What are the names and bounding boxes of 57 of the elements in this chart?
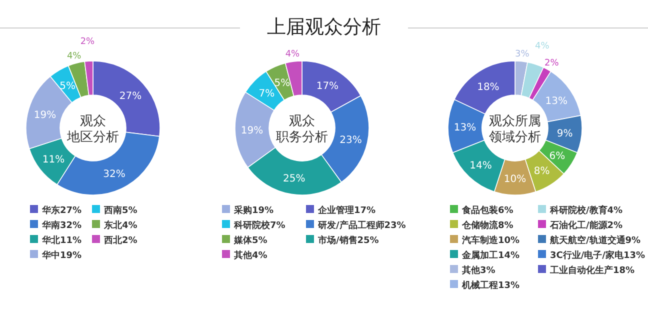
data-label: 10% xyxy=(504,174,526,185)
legend-label: 科研院校/教育4% xyxy=(549,204,623,216)
legend-label: 西南5% xyxy=(103,205,138,216)
legend-label: 研发/产品工程师23% xyxy=(317,220,406,231)
data-label: 7% xyxy=(258,88,275,100)
legend-label: 仓储物流8% xyxy=(461,220,514,231)
text: 观众 xyxy=(289,114,315,129)
legend-label: 企业管理17% xyxy=(317,205,376,216)
legend-label: 其他3% xyxy=(461,265,496,276)
data-label: 23% xyxy=(340,134,362,146)
data-label: 32% xyxy=(103,169,126,180)
legend-label: 机械工程13% xyxy=(461,280,520,291)
text: 地区分析 xyxy=(66,130,119,145)
chart-title: 上届观众分析 xyxy=(267,16,381,38)
legend-label: 食品包装6% xyxy=(461,205,514,216)
legend-label: 石油化工/能源2% xyxy=(549,220,623,231)
data-label: 2% xyxy=(80,37,96,48)
legend-label: 航天航空/轨道交通9% xyxy=(549,235,641,246)
legend-label: 华南32% xyxy=(41,220,82,231)
data-label: 13% xyxy=(545,96,568,107)
data-label: 4% xyxy=(66,51,82,62)
data-label: 13% xyxy=(454,122,476,134)
legend-label: 西北2% xyxy=(103,235,138,246)
legend-label: 3C行业/电子/家电13% xyxy=(550,250,645,261)
text: 观众 xyxy=(80,114,106,129)
data-label: 19% xyxy=(34,110,56,122)
legend-label: 科研院校7% xyxy=(233,220,286,231)
legend-label: 市场/销售25% xyxy=(317,235,379,246)
data-label: 3% xyxy=(515,49,530,60)
text: 观众所属 xyxy=(489,114,541,129)
text: 职务分析 xyxy=(276,130,328,145)
data-label: 18% xyxy=(477,82,500,93)
legend-label: 汽车制造10% xyxy=(461,235,520,246)
data-label: 4% xyxy=(285,50,300,60)
data-label: 27% xyxy=(119,90,142,102)
legend-label: 华北11% xyxy=(41,235,82,246)
data-label: 17% xyxy=(316,80,339,92)
data-label: 19% xyxy=(240,126,264,137)
legend-label: 工业自动化生产18% xyxy=(549,265,635,276)
data-label: 11% xyxy=(42,154,65,166)
legend-label: 东北4% xyxy=(103,220,138,231)
data-label: 25% xyxy=(283,173,306,184)
data-label: 6% xyxy=(549,150,566,162)
data-label: 9% xyxy=(556,128,573,140)
data-label: 4% xyxy=(535,41,550,52)
data-label: 2% xyxy=(544,58,560,68)
legend-label: 华东27% xyxy=(41,205,82,216)
legend-label: 华中19% xyxy=(41,250,82,261)
legend-label: 采购19% xyxy=(233,205,274,216)
text: 领域分析 xyxy=(489,130,541,145)
data-label: 5% xyxy=(274,78,290,90)
legend-label: 金属加工14% xyxy=(461,250,520,261)
legend-label: 媒体5% xyxy=(233,235,268,246)
data-label: 14% xyxy=(470,160,492,172)
data-label: 5% xyxy=(60,80,76,92)
data-label: 8% xyxy=(534,166,550,178)
legend-label: 其他4% xyxy=(233,250,268,261)
